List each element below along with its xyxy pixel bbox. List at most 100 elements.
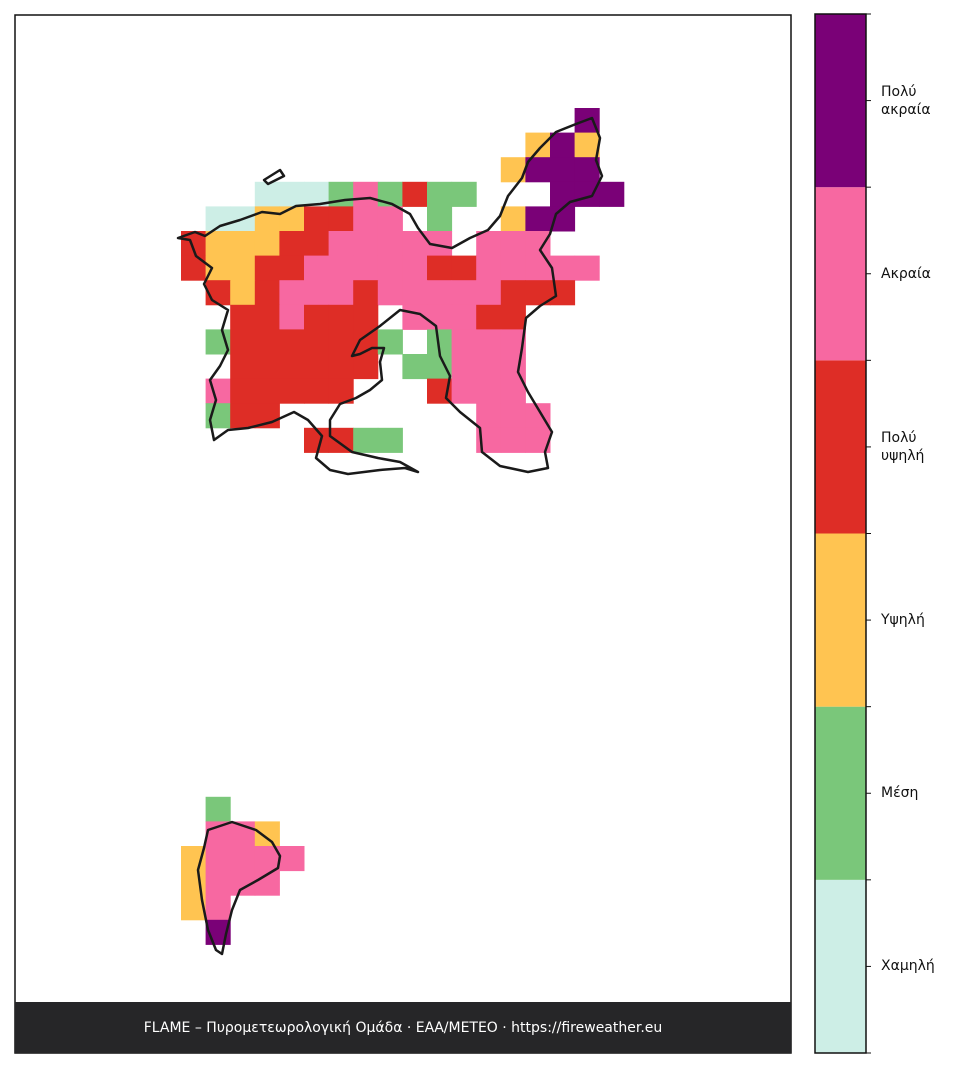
risk-cell bbox=[279, 231, 305, 257]
risk-cell bbox=[304, 231, 330, 257]
risk-cell bbox=[254, 821, 280, 847]
risk-cell bbox=[353, 280, 379, 306]
risk-cell bbox=[304, 354, 330, 380]
risk-cell bbox=[279, 304, 305, 330]
risk-cell bbox=[525, 206, 551, 232]
risk-cell bbox=[279, 181, 305, 207]
colorbar-swatch bbox=[815, 14, 866, 188]
risk-cell bbox=[353, 255, 379, 281]
risk-cell bbox=[279, 280, 305, 306]
risk-cell bbox=[279, 206, 305, 232]
risk-cell bbox=[230, 403, 256, 429]
risk-cell bbox=[181, 870, 207, 896]
colorbar bbox=[814, 13, 871, 1054]
risk-cell bbox=[500, 206, 526, 232]
risk-cell bbox=[574, 181, 600, 207]
risk-cell bbox=[353, 304, 379, 330]
risk-cell bbox=[427, 280, 453, 306]
colorbar-swatch bbox=[815, 879, 866, 1053]
risk-cell bbox=[254, 206, 280, 232]
risk-cell bbox=[451, 378, 477, 404]
risk-cell bbox=[550, 132, 576, 158]
risk-cell bbox=[304, 427, 330, 453]
risk-cell bbox=[328, 255, 354, 281]
risk-cell bbox=[254, 354, 280, 380]
risk-cell bbox=[230, 231, 256, 257]
risk-cell bbox=[279, 255, 305, 281]
risk-cell bbox=[279, 378, 305, 404]
risk-cell bbox=[574, 132, 600, 158]
risk-cell bbox=[500, 403, 526, 429]
risk-cell bbox=[402, 255, 428, 281]
risk-cell bbox=[353, 181, 379, 207]
colorbar-swatch bbox=[815, 706, 866, 880]
risk-cell bbox=[377, 427, 403, 453]
legend-label: Υψηλή bbox=[881, 612, 925, 629]
risk-cell bbox=[279, 329, 305, 355]
risk-cell bbox=[427, 304, 453, 330]
risk-cell bbox=[230, 255, 256, 281]
risk-cell bbox=[328, 206, 354, 232]
risk-cell bbox=[377, 206, 403, 232]
risk-cell bbox=[427, 206, 453, 232]
risk-cell bbox=[451, 255, 477, 281]
risk-cell bbox=[254, 280, 280, 306]
risk-cell bbox=[427, 181, 453, 207]
risk-cell bbox=[500, 427, 526, 453]
risk-cell bbox=[427, 255, 453, 281]
risk-cell bbox=[353, 206, 379, 232]
risk-cell bbox=[304, 304, 330, 330]
risk-cell bbox=[402, 354, 428, 380]
risk-cell bbox=[205, 846, 231, 872]
risk-cell bbox=[402, 280, 428, 306]
colorbar-frame bbox=[814, 13, 867, 1054]
risk-cell bbox=[574, 255, 600, 281]
colorbar-swatch bbox=[815, 187, 866, 361]
risk-cell bbox=[525, 132, 551, 158]
risk-cell bbox=[500, 280, 526, 306]
risk-cell bbox=[304, 329, 330, 355]
risk-cell bbox=[304, 255, 330, 281]
risk-cell bbox=[254, 378, 280, 404]
risk-cell bbox=[377, 329, 403, 355]
risk-cell bbox=[328, 304, 354, 330]
risk-cell bbox=[476, 378, 502, 404]
risk-cell bbox=[205, 255, 231, 281]
risk-cell bbox=[525, 231, 551, 257]
risk-cell bbox=[377, 231, 403, 257]
risk-cell bbox=[254, 329, 280, 355]
risk-cell bbox=[599, 181, 625, 207]
map-frame bbox=[14, 14, 792, 1054]
risk-cell bbox=[377, 280, 403, 306]
risk-cell bbox=[205, 796, 231, 822]
risk-cell bbox=[254, 255, 280, 281]
risk-cell bbox=[230, 846, 256, 872]
risk-cell bbox=[353, 231, 379, 257]
risk-cell bbox=[328, 329, 354, 355]
risk-cell bbox=[254, 231, 280, 257]
legend-label: Πολύ υψηλή bbox=[881, 429, 925, 464]
risk-cell bbox=[500, 304, 526, 330]
legend-label: Χαμηλή bbox=[881, 958, 935, 975]
risk-cell bbox=[377, 255, 403, 281]
risk-cell bbox=[500, 378, 526, 404]
risk-cell bbox=[427, 354, 453, 380]
risk-cell bbox=[205, 403, 231, 429]
risk-cell bbox=[304, 378, 330, 404]
risk-cell bbox=[304, 280, 330, 306]
risk-cell bbox=[500, 255, 526, 281]
risk-cell bbox=[451, 280, 477, 306]
colorbar-swatch bbox=[815, 533, 866, 707]
risk-cell bbox=[353, 354, 379, 380]
risk-cell bbox=[550, 181, 576, 207]
risk-cell bbox=[205, 821, 231, 847]
risk-cell bbox=[230, 354, 256, 380]
risk-cell bbox=[451, 181, 477, 207]
risk-cell bbox=[205, 280, 231, 306]
risk-cell bbox=[500, 231, 526, 257]
risk-cell bbox=[402, 181, 428, 207]
legend-label: Μέση bbox=[881, 785, 919, 802]
risk-cell bbox=[476, 231, 502, 257]
footer: FLAME – Πυρομετεωρολογική Ομάδα · ΕΑΑ/ME… bbox=[15, 1002, 791, 1053]
